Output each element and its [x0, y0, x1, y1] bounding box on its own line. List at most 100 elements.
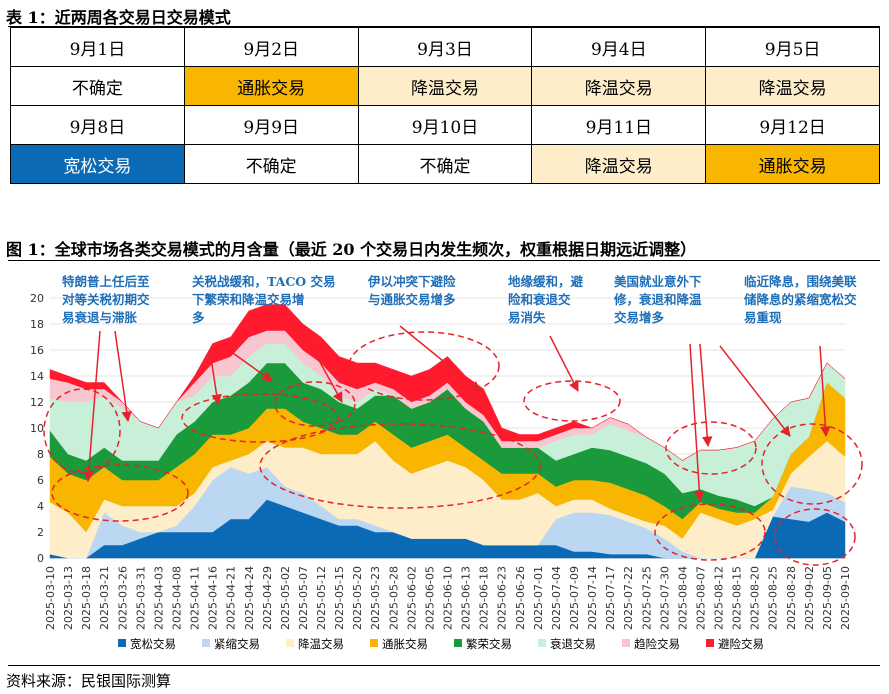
annotation-line: 伊以冲突下避险	[367, 274, 456, 289]
x-tick-label: 2025-06-05	[423, 566, 436, 630]
x-tick-label: 2025-09-10	[839, 566, 852, 630]
x-tick-label: 2025-03-10	[44, 566, 57, 630]
x-tick-label: 2025-05-15	[333, 566, 346, 630]
x-tick-label: 2025-03-18	[80, 566, 93, 630]
legend-label: 避险交易	[718, 637, 764, 651]
legend-swatch	[706, 639, 714, 647]
table-row: 不确定 通胀交易 降温交易 降温交易 降温交易	[10, 66, 880, 106]
highlight-ellipse	[665, 421, 757, 475]
legend-swatch	[538, 639, 546, 647]
legend-label: 紧缩交易	[214, 637, 260, 651]
date-cell: 9月2日	[183, 27, 359, 67]
x-tick-label: 2025-04-16	[207, 566, 220, 630]
table-row: 9月1日 9月2日 9月3日 9月4日 9月5日	[10, 27, 880, 67]
figure-top-rule	[8, 260, 880, 261]
x-tick-label: 2025-07-09	[568, 566, 581, 630]
mode-cell: 通胀交易	[183, 66, 359, 106]
annotation-arrow	[689, 343, 705, 503]
date-cell: 9月9日	[183, 105, 359, 145]
legend-swatch	[370, 639, 378, 647]
y-tick-label: 16	[30, 344, 44, 357]
annotation-line: 与通胀交易增多	[368, 292, 456, 307]
x-tick-label: 2025-07-25	[640, 566, 653, 630]
legend-label: 衰退交易	[550, 637, 596, 651]
x-tick-label: 2025-06-18	[478, 566, 491, 630]
table-row: 宽松交易 不确定 不确定 降温交易 通胀交易	[10, 144, 880, 184]
figure-title: 图 1：全球市场各类交易模式的月含量（最近 20 个交易日内发生频次，权重根据日…	[6, 240, 697, 259]
legend-swatch	[286, 639, 294, 647]
annotation-text: 临近降息，围绕美联储降息的紧缩宽松交易重现	[743, 274, 857, 325]
mode-cell: 不确定	[10, 66, 185, 106]
x-tick-label: 2025-04-21	[225, 566, 238, 630]
annotation-line: 易消失	[508, 310, 546, 325]
date-cell: 9月8日	[10, 105, 185, 145]
date-cell: 9月10日	[357, 105, 533, 145]
x-tick-label: 2025-03-21	[98, 566, 111, 630]
table-title: 表 1：近两周各交易日交易模式	[6, 8, 231, 27]
annotation-arrow	[399, 325, 481, 392]
y-axis: 0 2 4 6 8 10 12 14 16 18 20	[30, 292, 44, 565]
x-tick-label: 2025-08-07	[694, 566, 707, 630]
annotation-line: 储降息的紧缩宽松交	[743, 292, 857, 307]
annotation-line: 特朗普上任后至	[62, 274, 150, 289]
annotation-text: 关税战缓和，TACO 交易下繁荣和降温交易增多	[192, 274, 336, 325]
legend-swatch	[454, 639, 462, 647]
mode-cell: 不确定	[357, 144, 533, 184]
date-cell: 9月11日	[531, 105, 707, 145]
x-tick-label: 2025-08-04	[676, 566, 689, 630]
date-cell: 9月4日	[531, 27, 707, 67]
annotation-line: 修，衰退和降温	[613, 292, 702, 307]
x-tick-label: 2025-09-05	[821, 566, 834, 630]
annotation-line: 对等关税初期交	[62, 292, 150, 307]
highlight-ellipse	[51, 464, 189, 522]
mode-cell: 降温交易	[705, 66, 880, 106]
y-tick-label: 4	[37, 500, 44, 513]
annotation-line: 险和衰退交	[508, 292, 571, 307]
area-series	[49, 304, 846, 461]
x-tick-label: 2025-05-28	[387, 566, 400, 630]
chart-legend: 宽松交易 紧缩交易 降温交易 通胀交易 繁荣交易 衰退交易 趋险交易 避险交易	[118, 637, 764, 651]
annotation-arrow	[719, 345, 791, 437]
annotation-line: 多	[192, 310, 205, 325]
mode-cell: 降温交易	[357, 66, 533, 106]
annotation-text: 伊以冲突下避险与通胀交易增多	[367, 274, 456, 307]
y-tick-label: 2	[37, 526, 44, 539]
x-tick-label: 2025-07-17	[604, 566, 617, 630]
x-tick-label: 2025-06-23	[496, 566, 509, 630]
annotation-line: 美国就业意外下	[614, 274, 702, 289]
annotation-line: 临近降息，围绕美联	[744, 274, 857, 289]
x-tick-label: 2025-07-22	[622, 566, 635, 630]
mode-cell: 降温交易	[531, 144, 707, 184]
x-tick-label: 2025-04-29	[261, 566, 274, 630]
legend-label: 降温交易	[298, 637, 344, 651]
x-tick-label: 2025-06-26	[514, 566, 527, 630]
highlight-ellipse	[761, 423, 863, 505]
legend-label: 繁荣交易	[466, 637, 512, 651]
annotation-line: 交易增多	[614, 310, 665, 325]
x-tick-label: 2025-06-10	[442, 566, 455, 630]
annotation-line: 易衰退与滞胀	[62, 310, 138, 325]
annotation-overlays: 特朗普上任后至对等关税初期交易衰退与滞胀 关税战缓和，TACO 交易下繁荣和降温交…	[43, 274, 863, 566]
x-tick-label: 2025-07-01	[532, 566, 545, 630]
mode-cell: 降温交易	[531, 66, 707, 106]
annotation-arrow	[83, 330, 101, 483]
source-note: 资料来源：民银国际测算	[6, 672, 172, 690]
date-cell: 9月5日	[705, 27, 880, 67]
annotation-text: 美国就业意外下修，衰退和降温交易增多	[613, 274, 702, 325]
highlight-ellipse	[654, 503, 766, 561]
highlight-ellipse	[43, 388, 121, 474]
annotation-text: 地缘缓和，避险和衰退交易消失	[508, 274, 584, 325]
annotation-line: 关税战缓和，TACO 交易	[192, 274, 336, 289]
mode-cell: 宽松交易	[10, 144, 185, 184]
y-tick-label: 8	[37, 448, 44, 461]
legend-swatch	[622, 639, 630, 647]
legend-label: 趋险交易	[634, 637, 680, 651]
mode-cell: 通胀交易	[705, 144, 880, 184]
mode-cell: 不确定	[183, 144, 359, 184]
x-tick-label: 2025-09-02	[803, 566, 816, 630]
x-tick-label: 2025-04-11	[189, 566, 202, 630]
x-tick-label: 2025-05-07	[297, 566, 310, 630]
figure-bottom-rule	[8, 665, 880, 666]
annotation-arrow	[114, 330, 132, 423]
x-tick-label: 2025-04-24	[243, 566, 256, 630]
